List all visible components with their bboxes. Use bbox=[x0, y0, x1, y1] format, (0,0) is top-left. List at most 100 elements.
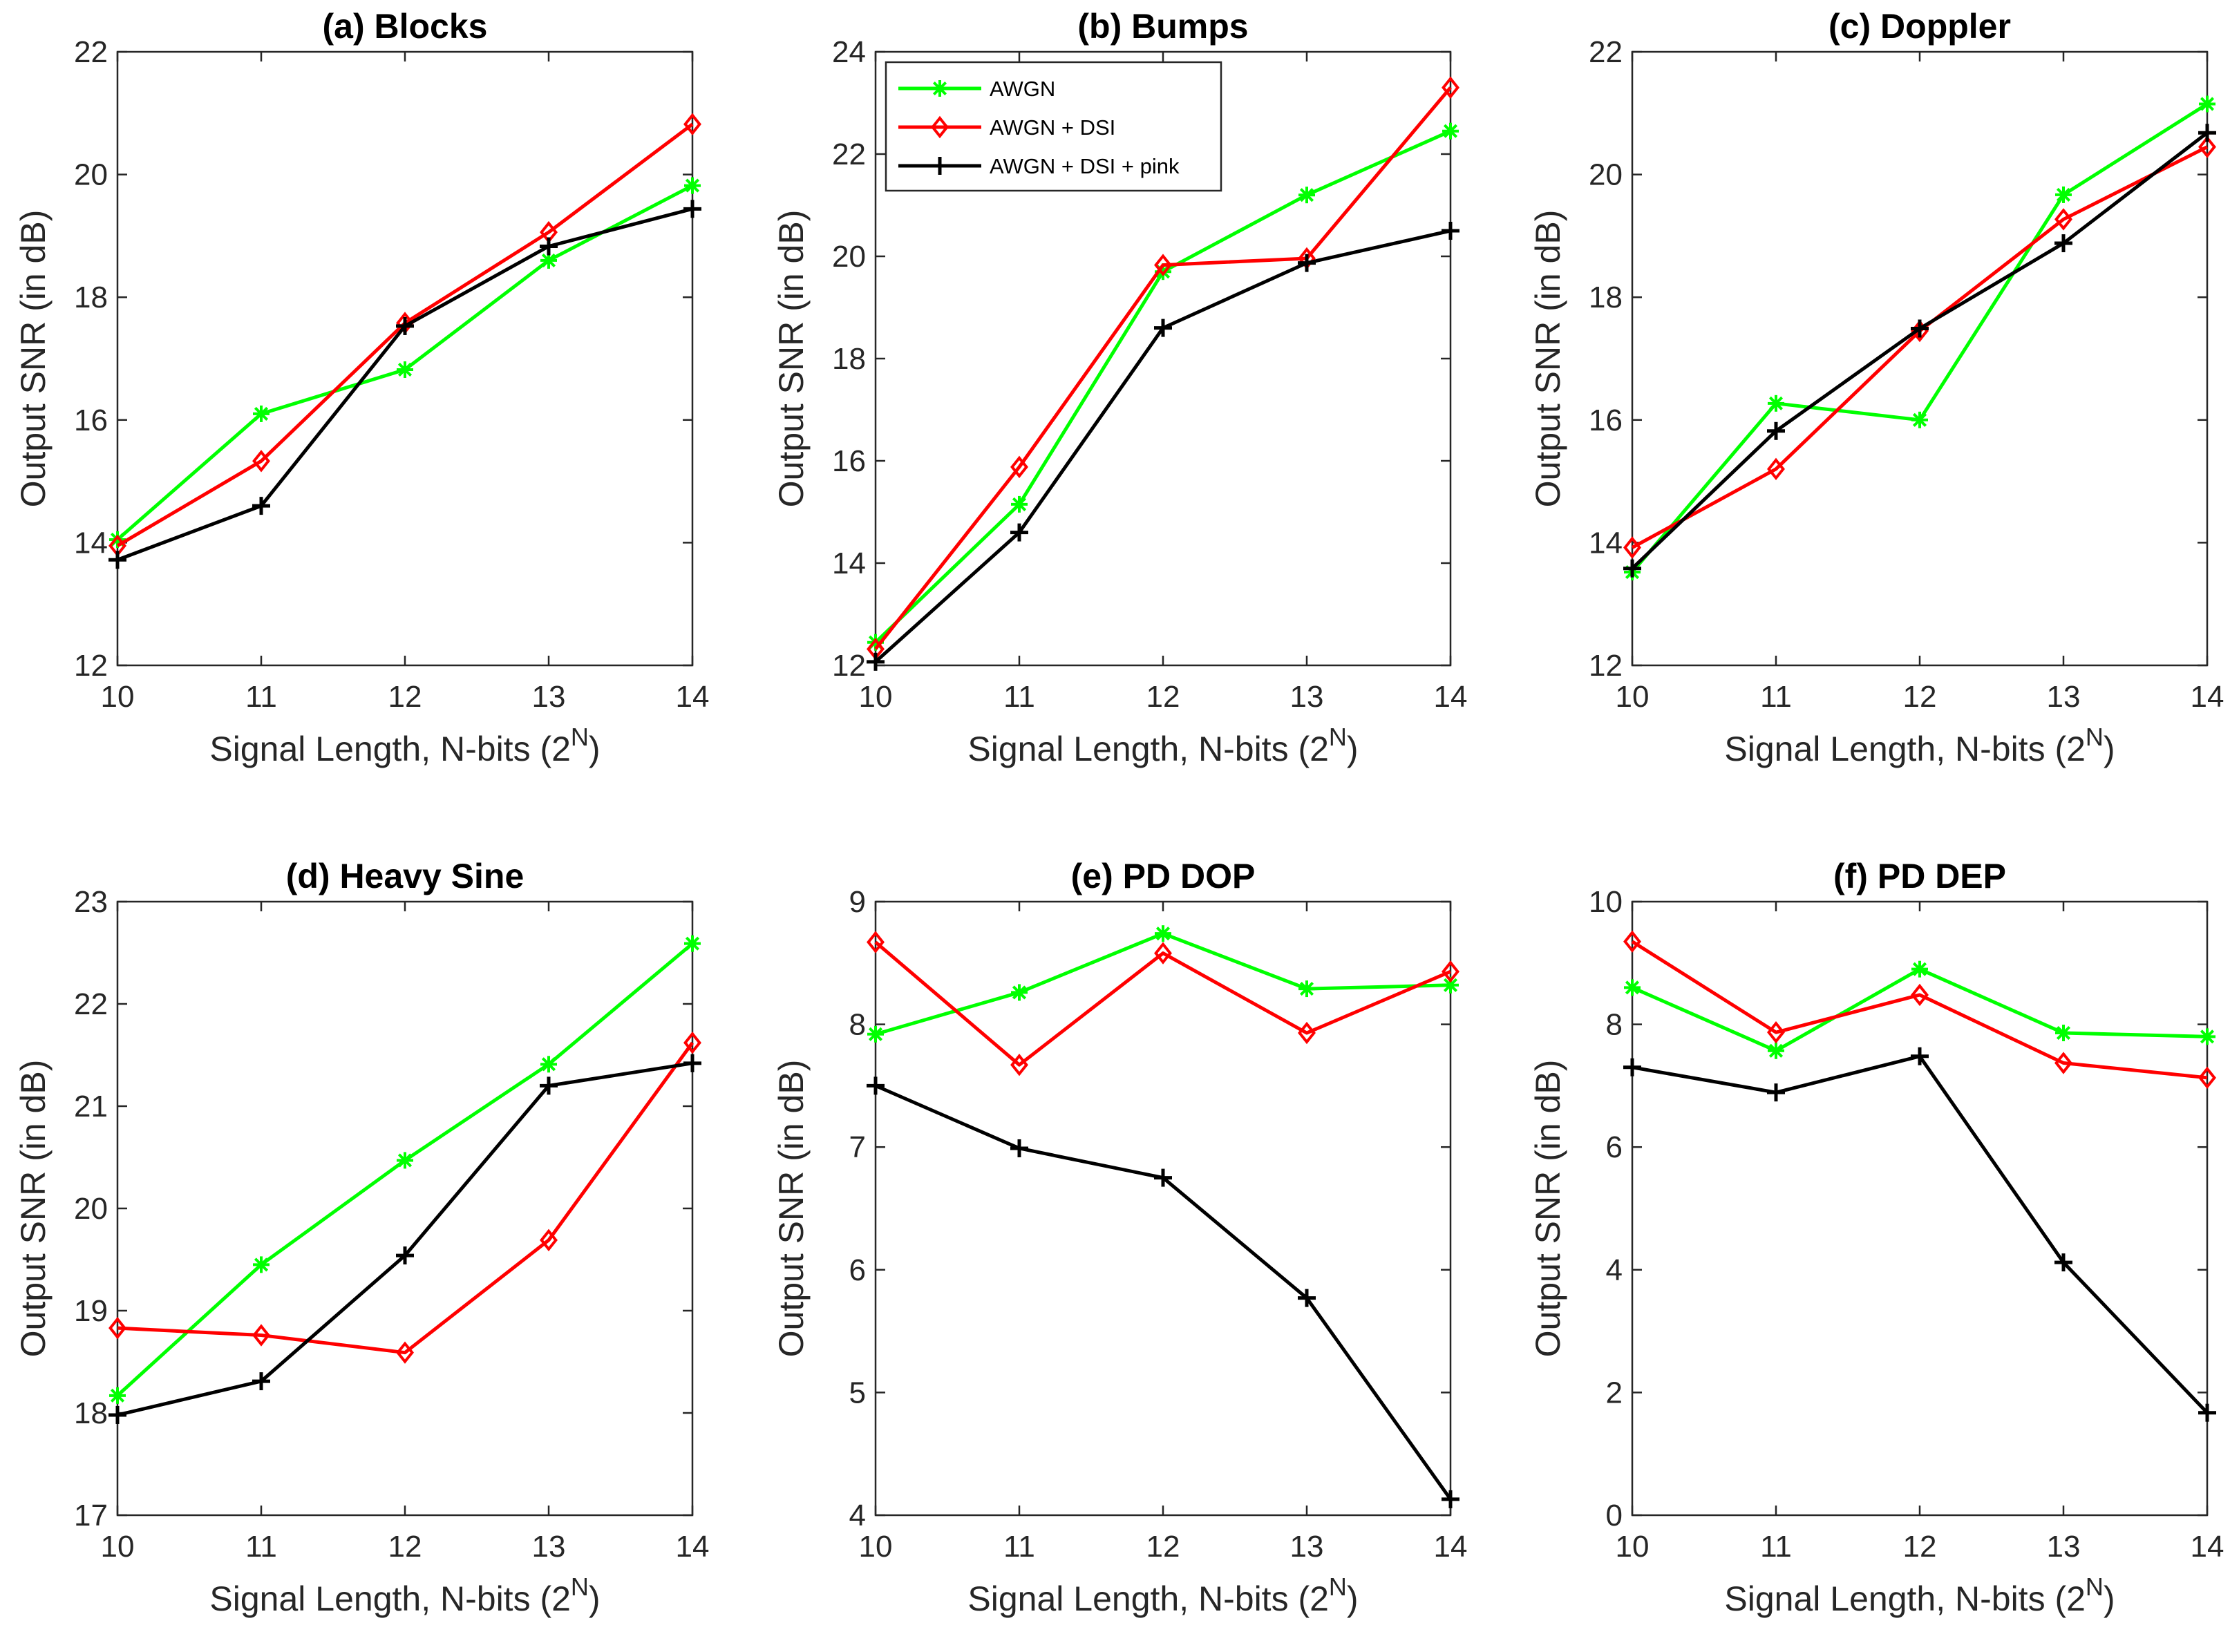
data-point-marker bbox=[109, 1387, 126, 1404]
data-point-marker bbox=[1155, 925, 1171, 942]
data-point-marker bbox=[397, 361, 413, 378]
data-point-marker bbox=[1623, 1058, 1641, 1076]
data-point-marker bbox=[2198, 124, 2216, 142]
x-tick-label: 10 bbox=[101, 680, 135, 714]
data-point-marker bbox=[1911, 983, 1929, 1007]
data-point-marker bbox=[540, 1228, 558, 1252]
data-point-marker bbox=[540, 237, 558, 256]
panel-title: (f) PD DEP bbox=[1833, 857, 2006, 895]
panel-title: (a) Blocks bbox=[323, 7, 488, 46]
data-point-marker bbox=[1623, 536, 1641, 559]
data-point-marker bbox=[1768, 395, 1784, 412]
x-axis-label-main: Signal Length, N-bits (2 bbox=[967, 730, 1329, 768]
y-tick-label: 8 bbox=[1606, 1008, 1623, 1042]
y-axis-label: Output SNR (in dB) bbox=[14, 210, 53, 508]
x-tick-label: 10 bbox=[1616, 680, 1650, 714]
y-tick-label: 20 bbox=[1589, 158, 1623, 192]
data-point-marker bbox=[396, 316, 414, 335]
y-tick-label: 21 bbox=[74, 1090, 108, 1123]
data-point-marker bbox=[683, 200, 701, 218]
x-axis-label-superscript: N bbox=[2086, 723, 2104, 751]
data-point-marker bbox=[1767, 1020, 1785, 1044]
data-point-marker bbox=[683, 1032, 701, 1054]
y-tick-label: 14 bbox=[74, 526, 108, 560]
x-tick-label: 11 bbox=[1003, 680, 1035, 714]
y-tick-label: 0 bbox=[1606, 1499, 1623, 1532]
plot-area bbox=[116, 50, 694, 667]
x-tick-label: 13 bbox=[2047, 680, 2081, 714]
x-tick-label: 14 bbox=[2191, 680, 2224, 714]
panel-a: 12 14 16 18 20 22 10 11 12 13 14 (a) Blocks Signal L… bbox=[14, 7, 709, 768]
x-tick-label: 14 bbox=[676, 680, 710, 714]
y-tick-label: 19 bbox=[74, 1294, 108, 1328]
x-axis-label-end: ) bbox=[2104, 1579, 2115, 1618]
x-tick-label: 13 bbox=[1290, 1530, 1324, 1564]
x-axis-label-main: Signal Length, N-bits (2 bbox=[967, 1579, 1329, 1618]
legend-item: AWGN + DSI bbox=[898, 115, 1115, 140]
x-tick-label: 10 bbox=[859, 680, 893, 714]
x-tick-label: 11 bbox=[1760, 1530, 1792, 1564]
x-axis-label: Signal Length, N-bits (2N) bbox=[209, 723, 600, 768]
x-tick-label: 13 bbox=[2047, 1530, 2081, 1564]
y-tick-label: 6 bbox=[849, 1253, 866, 1287]
data-point-marker bbox=[2198, 1066, 2216, 1090]
x-tick-label: 13 bbox=[532, 1530, 566, 1564]
x-axis-label: Signal Length, N-bits (2N) bbox=[967, 723, 1358, 768]
data-point-marker bbox=[252, 450, 270, 473]
data-point-marker bbox=[1442, 960, 1459, 983]
x-tick-label: 11 bbox=[245, 680, 277, 714]
x-tick-label: 10 bbox=[101, 1530, 135, 1564]
data-point-marker bbox=[2054, 234, 2072, 253]
data-point-marker bbox=[396, 1246, 414, 1265]
y-tick-label: 22 bbox=[832, 137, 866, 171]
data-point-marker bbox=[396, 1341, 414, 1364]
data-point-marker bbox=[867, 1076, 885, 1095]
y-tick-label: 18 bbox=[74, 281, 108, 314]
panel-title: (d) Heavy Sine bbox=[286, 857, 525, 895]
y-tick-label: 18 bbox=[1589, 281, 1623, 314]
data-point-marker bbox=[2198, 135, 2216, 158]
data-point-marker bbox=[1011, 495, 1028, 513]
data-point-marker bbox=[252, 1372, 270, 1391]
data-point-marker bbox=[1010, 523, 1028, 542]
panel-title: (e) PD DOP bbox=[1071, 857, 1256, 895]
y-tick-label: 16 bbox=[1589, 403, 1623, 437]
series-line-2 bbox=[1631, 940, 2208, 1080]
data-point-marker bbox=[253, 405, 270, 422]
y-tick-label: 20 bbox=[832, 240, 866, 274]
data-point-marker bbox=[683, 1054, 701, 1072]
data-point-marker bbox=[540, 1076, 558, 1095]
plot-area bbox=[116, 900, 694, 1517]
x-tick-label: 14 bbox=[1434, 680, 1468, 714]
data-point-marker bbox=[108, 1316, 126, 1340]
x-tick-label: 12 bbox=[1903, 680, 1937, 714]
data-point-marker bbox=[867, 1025, 884, 1043]
legend-label: AWGN + DSI + pink bbox=[990, 154, 1180, 178]
data-point-marker bbox=[1442, 122, 1459, 140]
x-axis-label-superscript: N bbox=[571, 1573, 589, 1601]
y-axis-label: Output SNR (in dB) bbox=[1529, 1060, 1567, 1358]
y-tick-label: 12 bbox=[74, 649, 108, 683]
x-axis-label-superscript: N bbox=[1329, 723, 1347, 751]
x-tick-label: 11 bbox=[245, 1530, 277, 1564]
panel-title: (c) Doppler bbox=[1829, 7, 2011, 46]
x-tick-label: 12 bbox=[1146, 680, 1180, 714]
x-axis-label-end: ) bbox=[2104, 730, 2115, 768]
data-point-marker bbox=[1010, 455, 1028, 479]
x-tick-label: 10 bbox=[1616, 1530, 1650, 1564]
y-tick-label: 18 bbox=[74, 1396, 108, 1430]
data-point-marker bbox=[2199, 1028, 2215, 1045]
y-tick-label: 18 bbox=[832, 342, 866, 376]
data-point-marker bbox=[1767, 1083, 1785, 1102]
x-tick-label: 12 bbox=[388, 680, 422, 714]
x-tick-label: 12 bbox=[1146, 1530, 1180, 1564]
data-point-marker bbox=[397, 1152, 413, 1169]
y-tick-label: 12 bbox=[1589, 649, 1623, 683]
data-point-marker bbox=[2054, 1253, 2072, 1272]
data-point-marker bbox=[1767, 457, 1785, 481]
y-tick-label: 9 bbox=[849, 885, 866, 919]
data-point-marker bbox=[1623, 930, 1641, 953]
x-axis-label-end: ) bbox=[589, 730, 601, 768]
y-axis-label: Output SNR (in dB) bbox=[772, 210, 811, 508]
data-point-marker bbox=[1154, 319, 1172, 337]
